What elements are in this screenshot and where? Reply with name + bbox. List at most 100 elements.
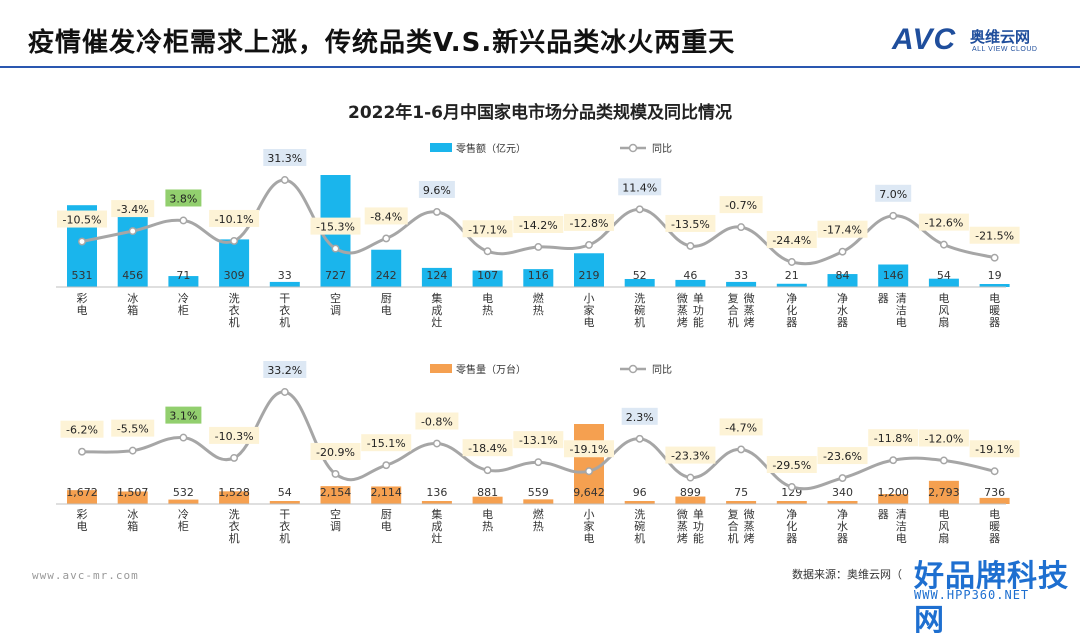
volume-category-char: 热 — [482, 520, 493, 533]
sales-bar-label: 107 — [477, 269, 498, 282]
volume-yoy-label: -23.3% — [671, 450, 710, 463]
logo-avc-text: AVC — [892, 23, 957, 56]
volume-category-label: 电热 — [482, 508, 493, 533]
volume-bar-label: 75 — [734, 486, 748, 499]
volume-category-label: 洗衣机 — [229, 508, 240, 545]
sales-yoy-label: -17.1% — [468, 223, 507, 236]
sales-yoy-label-bg — [719, 196, 763, 214]
sales-yoy-point — [838, 247, 847, 256]
sales-category-char: 碗 — [634, 303, 645, 317]
sales-yoy-label-bg — [817, 220, 868, 238]
volume-yoy-label: -13.1% — [519, 434, 558, 447]
sales-yoy-point — [331, 244, 340, 253]
data-source-note: 数据来源：奥维云网（ — [792, 568, 902, 581]
volume-category-char: 机 — [229, 531, 240, 545]
volume-category-label: 冰箱 — [127, 508, 138, 533]
volume-category-char: 机 — [279, 531, 290, 545]
volume-yoy-label: 2.3% — [626, 411, 654, 424]
sales-yoy-label-bg — [665, 214, 716, 232]
volume-yoy-label: -15.1% — [367, 437, 406, 450]
sales-yoy-label-bg — [918, 213, 969, 231]
volume-bar-label: 54 — [278, 486, 292, 499]
sales-category-char: 柜 — [178, 304, 189, 317]
volume-category-label: 燃热 — [533, 507, 544, 533]
sales-yoy-label: -10.1% — [215, 213, 254, 226]
volume-yoy-point — [179, 433, 188, 442]
volume-category-char: 风 — [938, 520, 949, 533]
volume-yoy-label-bg — [111, 419, 155, 437]
volume-category-label: 彩电 — [77, 508, 88, 533]
volume-yoy-label-bg — [462, 439, 513, 457]
sales-legend-bar-label: 零售额（亿元） — [456, 142, 526, 155]
volume-category-char: 电 — [482, 508, 493, 521]
volume-category-char: 电 — [896, 532, 907, 545]
volume-category-char: 电 — [381, 520, 392, 533]
volume-category-char: 蒸 — [744, 520, 755, 533]
sales-yoy-point — [382, 234, 391, 243]
sales-category-char: 冰 — [127, 292, 138, 305]
sales-yoy-label: -12.6% — [924, 217, 963, 230]
volume-category-char: 调 — [330, 520, 341, 533]
sales-category-label: 小家电 — [584, 292, 595, 329]
volume-category-char: 衣 — [229, 519, 240, 533]
volume-yoy-label-bg — [665, 446, 716, 464]
sales-category-char: 洗 — [229, 292, 240, 305]
sales-yoy-point — [737, 223, 746, 232]
volume-yoy-label: -11.8% — [874, 432, 913, 445]
sales-bar — [979, 284, 1010, 287]
volume-yoy-point — [889, 456, 898, 465]
volume-category-char: 水 — [837, 520, 848, 533]
sales-category-char: 彩 — [77, 292, 88, 305]
volume-category-char: 电 — [584, 532, 595, 545]
sales-category-char: 净 — [837, 291, 848, 305]
volume-legend-swatch — [430, 364, 452, 373]
volume-category-char: 化 — [786, 519, 797, 533]
sales-category-char: 热 — [482, 304, 493, 317]
volume-bar — [624, 501, 655, 504]
volume-category-char: 厨 — [381, 508, 392, 521]
sales-yoy-label-bg — [310, 217, 361, 235]
sales-bar-label: 146 — [883, 269, 904, 282]
volume-yoy-label-bg — [263, 361, 307, 378]
sales-bar-label: 54 — [937, 269, 951, 282]
volume-yoy-label: -18.4% — [468, 442, 507, 455]
sales-bar-label: 116 — [528, 269, 549, 282]
volume-yoy-label: -23.6% — [823, 450, 862, 463]
sales-category-char: 衣 — [279, 303, 290, 317]
sales-yoy-label-bg — [564, 213, 614, 231]
volume-bar — [320, 486, 351, 504]
volume-category-char: 柜 — [178, 520, 189, 533]
sales-category-char: 衣 — [229, 303, 240, 317]
sales-bar-label: 456 — [122, 269, 143, 282]
volume-category-char: 合 — [728, 519, 739, 533]
volume-bar — [117, 491, 148, 504]
sales-yoy-label: -3.4% — [117, 203, 149, 216]
sales-category-label: 电热 — [482, 292, 493, 317]
chart-title: 2022年1-6月中国家电市场分品类规模及同比情况 — [347, 103, 733, 123]
volume-yoy-label: -0.8% — [421, 416, 453, 429]
volume-bar — [67, 490, 97, 504]
sales-yoy-label: -10.5% — [63, 214, 102, 227]
volume-bar-label: 881 — [477, 486, 498, 499]
volume-category-label: 集成灶 — [431, 507, 442, 545]
sales-bar — [421, 267, 452, 287]
sales-bar-label: 52 — [633, 269, 647, 282]
sales-category-label: 电暖器 — [989, 292, 1000, 329]
sales-bar — [726, 281, 757, 287]
sales-category-char: 烤 — [744, 315, 755, 329]
sales-bar-label: 531 — [72, 269, 93, 282]
sales-yoy-label: 7.0% — [879, 188, 907, 201]
volume-yoy-label: -20.9% — [316, 446, 355, 459]
volume-category-label: 器清洁电 — [878, 508, 907, 545]
sales-category-char: 能 — [693, 315, 704, 329]
volume-category-char: 单 — [693, 508, 704, 521]
sales-yoy-point — [534, 243, 543, 251]
volume-category-char: 净 — [786, 507, 797, 521]
sales-yoy-label-bg — [875, 184, 912, 202]
volume-yoy-point — [78, 447, 86, 456]
sales-bar — [928, 278, 959, 287]
sales-category-label: 冷柜 — [178, 292, 189, 317]
volume-yoy-label-bg — [60, 420, 104, 438]
sales-category-char: 电 — [896, 316, 907, 329]
